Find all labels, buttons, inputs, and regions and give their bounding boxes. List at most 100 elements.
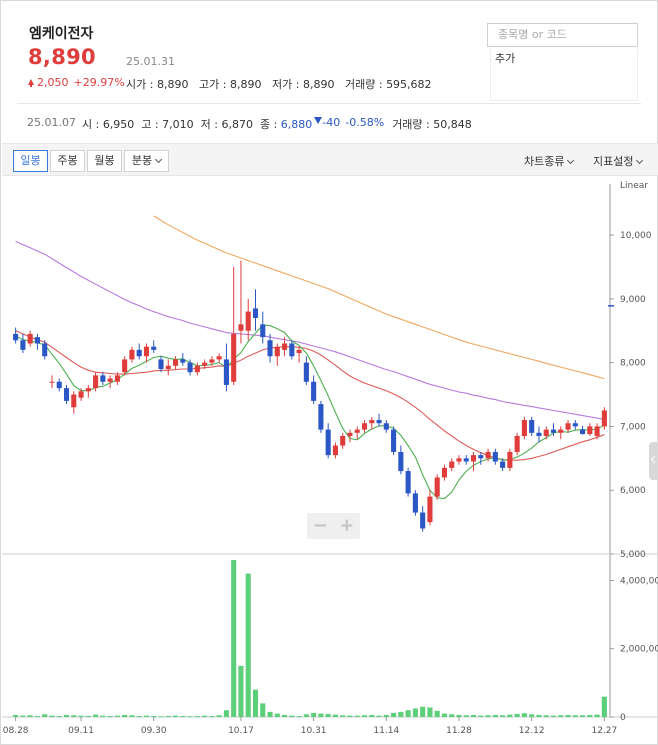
stock-search-field[interactable] [487,23,638,47]
candle [151,346,157,350]
volume-bar [412,708,418,717]
zoom-control: − + [307,513,360,539]
volume-bar [223,710,229,717]
candle [311,381,317,401]
volume-bar [434,710,440,717]
volume-bar [391,712,397,717]
volume-bar [202,715,208,717]
candle [529,420,535,433]
volume-bar [282,714,288,717]
volume-bar [274,713,280,717]
chevron-down-icon [636,156,644,165]
volume-bar [143,715,150,717]
candle [456,458,462,462]
volume-value: 거래량 : 595,682 [345,78,432,91]
stock-search-input[interactable] [498,28,627,41]
volume-bar [354,715,360,717]
monthly-tab[interactable]: 월봉 [87,150,122,172]
zoom-out-button[interactable]: − [312,515,328,536]
volume-bar [260,703,266,717]
candle [34,337,40,344]
zoom-in-button[interactable]: + [339,515,355,536]
volume-bar [49,715,55,717]
volume-bar [340,715,346,717]
candle [478,455,484,459]
volume-bar [187,716,193,718]
volume-bar [136,715,142,717]
candle [398,451,404,472]
volume-bar [93,714,99,717]
volume-bar [238,665,244,717]
hover-change: -40 [322,116,341,129]
candle [412,493,418,513]
hover-change-percent: -0.58% [345,116,385,129]
price-tick-label: 8,000 [620,359,646,369]
volume-bar [587,714,593,717]
volume-bar [27,715,33,717]
volume-bar [325,713,331,717]
volume-bar [558,715,564,717]
volume-bar [216,715,222,717]
volume-bar [20,715,26,717]
chevron-down-icon [567,156,575,165]
volume-bar [500,715,506,717]
candle [63,388,70,401]
minute-dropdown[interactable]: 분봉 [124,150,169,172]
volume-bar [245,573,251,717]
candle [238,324,244,331]
volume-bar [114,715,120,717]
volume-bar [252,689,259,717]
volume-tick-label: 0 [620,713,626,723]
volume-bar [122,714,128,717]
volume-bar [361,715,368,717]
volume-bar [158,716,164,718]
candle [485,451,491,459]
volume-bar [42,714,48,717]
candle [27,333,33,344]
candle [420,512,426,529]
volume-bar [303,714,309,717]
candle [303,362,309,382]
candle [13,333,19,341]
volume-bar [398,711,404,717]
price-change: 2,050 +29.97% [28,76,125,89]
price-volume-chart[interactable]: Linear 10,000 9,000 8,000 7,000 6,000 5,000 4,0… [2,176,658,744]
volume-bar [536,714,542,717]
volume-bar [485,715,491,717]
volume-bar [180,715,186,717]
volume-bar [63,714,70,717]
x-tick-label: 08.28 [3,726,29,736]
candle [267,340,273,357]
volume-tick-label: 2,000,000 [620,645,658,655]
daily-tab[interactable]: 일봉 [13,150,48,172]
volume-bar [100,715,106,717]
candle [543,429,549,436]
candle [601,410,607,427]
add-stock-button[interactable]: 추가 [490,49,638,101]
candle [296,349,302,354]
price-tick-label: 10,000 [620,231,652,241]
candle [463,458,469,462]
weekly-tab[interactable]: 주봉 [50,150,85,172]
volume-bar [194,715,200,717]
divider [17,103,641,104]
candle [500,461,506,468]
chart-type-dropdown[interactable]: 차트종류 [524,153,575,169]
candle [332,445,338,456]
side-panel-toggle[interactable] [649,442,658,480]
chart-area[interactable]: Linear 10,000 9,000 8,000 7,000 6,000 5,000 4,0… [2,176,658,744]
x-tick-label: 10.31 [301,726,327,736]
candle [572,423,578,427]
candle [587,426,593,435]
volume-bar [594,714,600,717]
candle [49,381,55,383]
price-tick-label: 6,000 [620,486,646,496]
volume-bar [172,715,179,717]
volume-bar [34,715,40,717]
indicator-settings-dropdown[interactable]: 지표설정 [593,153,644,169]
ma5-line [15,324,605,500]
volume-bar [521,713,527,717]
volume-bar [231,560,237,717]
volume-bar [209,715,215,717]
